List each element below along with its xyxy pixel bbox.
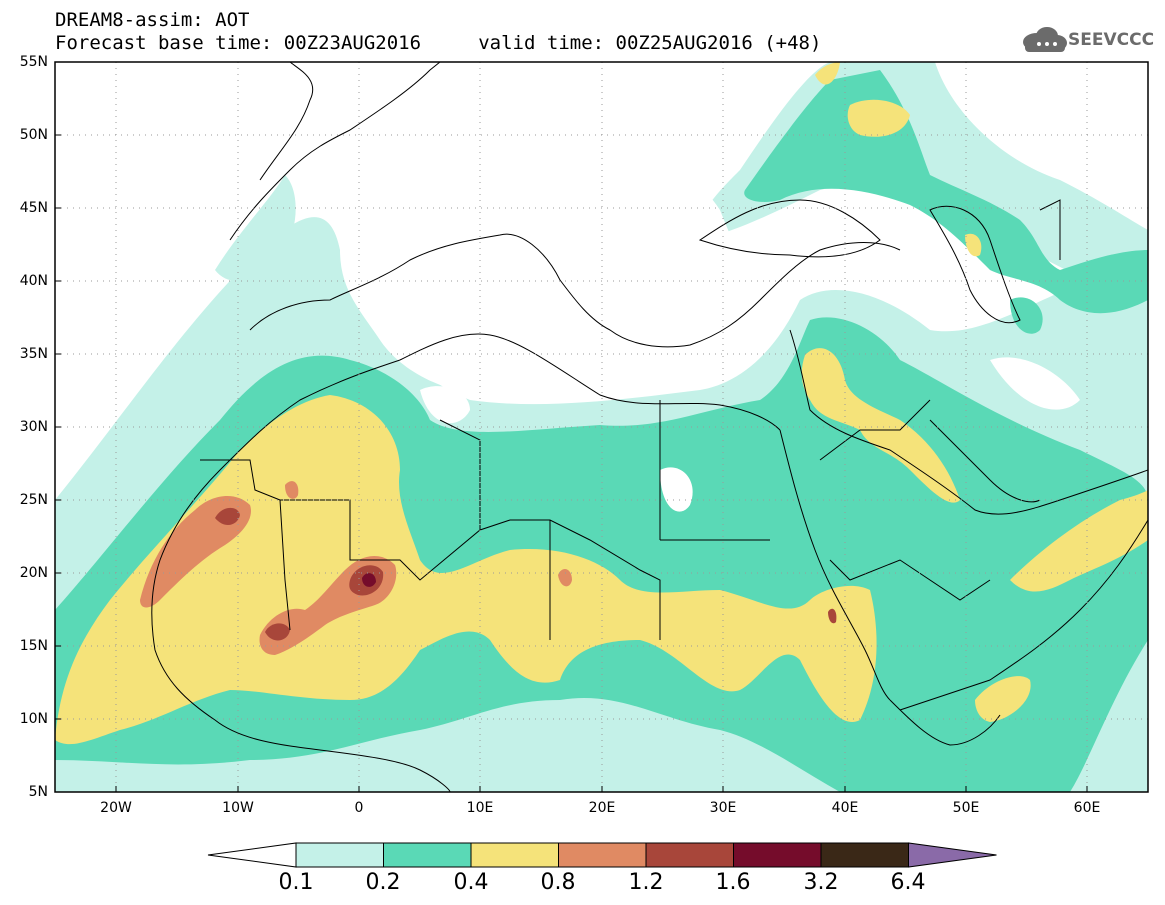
lat-label: 50N xyxy=(19,127,48,143)
colorbar-label: 3.2 xyxy=(803,870,839,895)
colorbar-label: 0.4 xyxy=(453,870,489,895)
axis-ticks xyxy=(55,61,1088,793)
graticule xyxy=(55,62,1148,792)
lon-label: 10E xyxy=(466,800,494,816)
lat-label: 40N xyxy=(19,273,48,289)
logo-text: SEEVCCC xyxy=(1068,30,1155,50)
lat-label: 45N xyxy=(19,200,48,216)
lat-label: 20N xyxy=(19,565,48,581)
colorbar-label: 0.8 xyxy=(540,870,576,895)
lat-label: 55N xyxy=(19,54,48,70)
lon-label: 60E xyxy=(1073,800,1101,816)
lat-label: 35N xyxy=(19,346,48,362)
colorbar-label: 6.4 xyxy=(890,870,926,895)
colorbar-label: 1.2 xyxy=(628,870,664,895)
forecast-time-subtitle: Forecast base time: 00Z23AUG2016 valid t… xyxy=(55,32,822,54)
colorbar-label: 0.2 xyxy=(365,870,401,895)
seevccc-logo xyxy=(1023,27,1067,52)
clear-area xyxy=(340,124,1080,512)
colorbar-label: 1.6 xyxy=(715,870,751,895)
aot-level-0.4 xyxy=(55,62,1148,745)
lon-label: 20E xyxy=(588,800,616,816)
chart-title: DREAM8-assim: AOT xyxy=(55,9,250,31)
cloud-icon xyxy=(1023,27,1067,52)
coastlines xyxy=(151,62,1148,792)
lon-label: 20W xyxy=(100,800,132,816)
lat-label: 15N xyxy=(19,638,48,654)
lon-label: 40E xyxy=(831,800,859,816)
lon-label: 50E xyxy=(952,800,980,816)
lat-label: 5N xyxy=(28,784,48,800)
lat-label: 25N xyxy=(19,492,48,508)
lon-label: 30E xyxy=(709,800,737,816)
colorbar-label: 0.1 xyxy=(278,870,314,895)
lon-label: 0 xyxy=(354,800,364,816)
lat-label: 10N xyxy=(19,711,48,727)
lat-label: 30N xyxy=(19,419,48,435)
aot-level-1.6 xyxy=(362,573,376,587)
lon-label: 10W xyxy=(222,800,254,816)
